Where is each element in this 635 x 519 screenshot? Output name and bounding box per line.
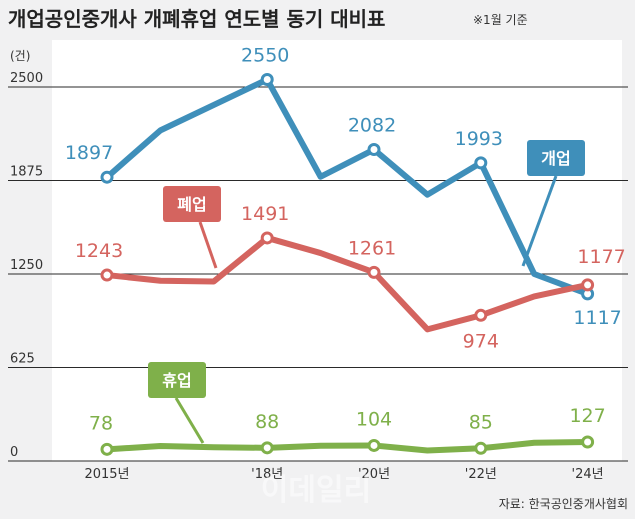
x-tick-label: 2015년	[84, 467, 129, 482]
data-point	[100, 170, 114, 184]
series-tag-label: 휴업	[162, 371, 191, 390]
data-point	[581, 435, 595, 449]
series-tag-label: 개업	[541, 149, 570, 168]
data-label: 2082	[348, 115, 396, 137]
callout-leader	[198, 221, 218, 269]
watermark: 이데일리	[261, 473, 371, 508]
data-label: 1243	[75, 240, 123, 262]
plot-panel	[52, 40, 622, 461]
series-tag	[163, 186, 221, 222]
data-label: 1261	[348, 237, 396, 259]
data-point	[367, 265, 381, 279]
series-line-2	[104, 439, 591, 454]
chart-note: ※1월 기준	[473, 13, 528, 27]
data-point	[581, 278, 595, 292]
data-point	[100, 442, 114, 456]
data-point	[100, 268, 114, 282]
chart-title: 개업공인중개사 개폐휴업 연도별 동기 대비표	[8, 7, 385, 31]
x-tick-label: '18년	[251, 467, 283, 482]
callout-leader	[174, 397, 205, 444]
callout-leader	[521, 175, 558, 267]
series-tag-label: 폐업	[177, 195, 206, 214]
data-label: 85	[469, 411, 493, 433]
data-point	[367, 438, 381, 452]
source-note: 자료: 한국공인중개사협회	[499, 497, 628, 511]
y-tick-label: 0	[10, 445, 18, 460]
series-tag	[527, 140, 585, 176]
series-tag	[148, 362, 206, 398]
x-tick-label: '24년	[572, 467, 604, 482]
data-label: 78	[89, 412, 113, 434]
data-point	[474, 441, 488, 455]
y-tick-label: 625	[10, 352, 35, 367]
data-label: 1993	[455, 128, 503, 150]
data-point	[260, 441, 274, 455]
data-label: 88	[255, 411, 279, 433]
data-label: 2550	[241, 45, 289, 67]
y-tick-label: 1875	[10, 165, 43, 180]
data-point	[260, 73, 274, 87]
data-label: 104	[356, 408, 392, 430]
x-tick-label: '22년	[465, 467, 497, 482]
data-label: 1491	[241, 203, 289, 225]
data-point	[260, 231, 274, 245]
series-line-0	[104, 76, 591, 297]
data-label: 1177	[577, 246, 625, 268]
series-line-1	[104, 234, 591, 333]
y-axis-unit: (건)	[10, 49, 30, 63]
data-label: 974	[463, 330, 499, 352]
data-point	[367, 143, 381, 157]
data-label: 1897	[65, 142, 113, 164]
data-label: 1117	[573, 307, 621, 329]
y-tick-label: 2500	[10, 71, 43, 86]
data-point	[474, 308, 488, 322]
data-label: 127	[569, 405, 605, 427]
y-tick-label: 1250	[10, 258, 43, 273]
x-tick-label: '20년	[358, 467, 390, 482]
data-point	[474, 156, 488, 170]
